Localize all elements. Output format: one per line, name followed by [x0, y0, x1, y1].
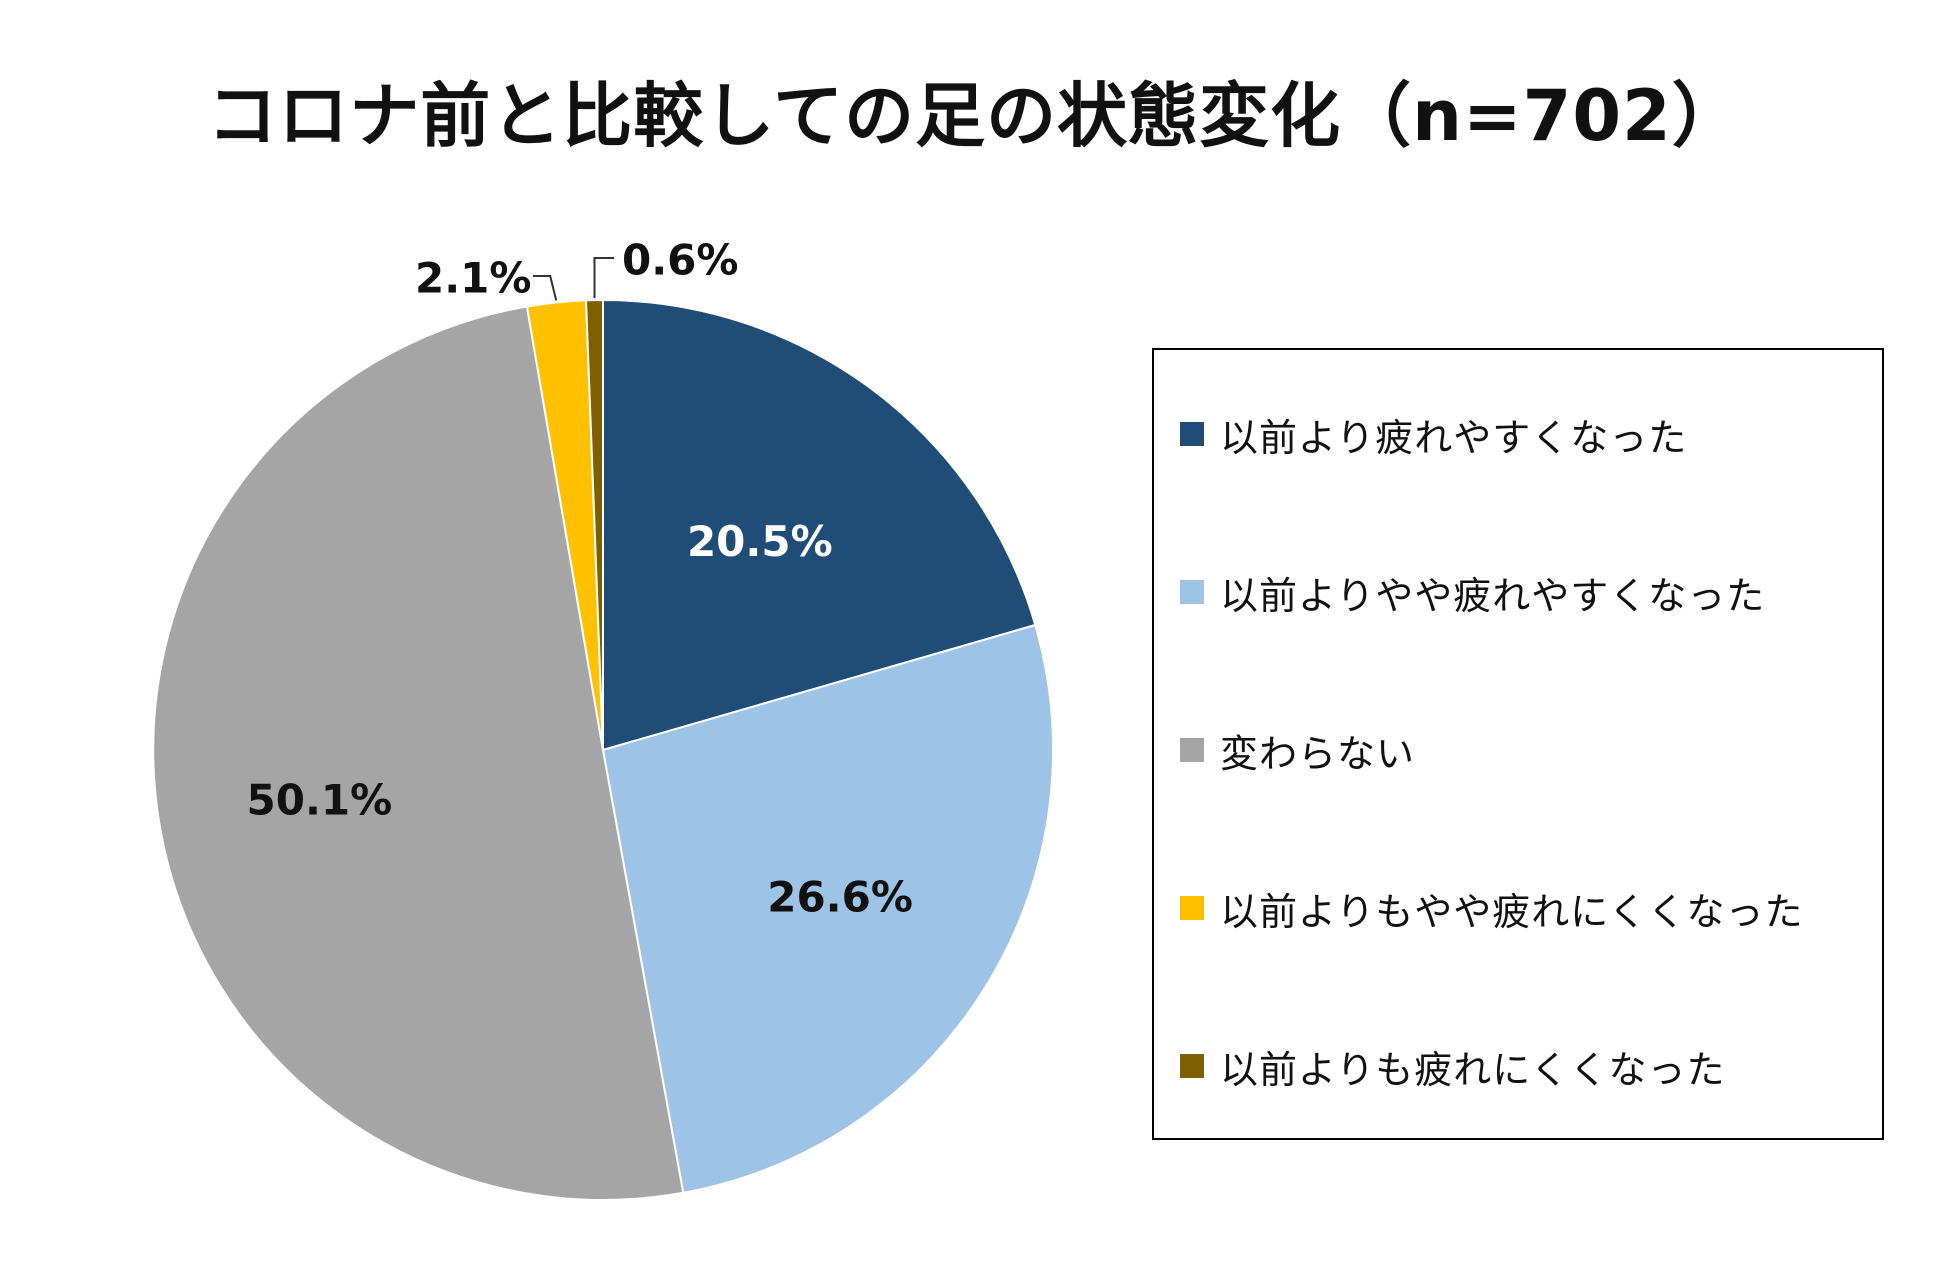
slice-data-label: 26.6% [767, 873, 913, 922]
slice-data-label: 0.6% [622, 236, 738, 285]
legend-item: 以前よりもやや疲れにくくなった [1180, 882, 1803, 934]
legend: 以前より疲れやすくなった 以前よりやや疲れやすくなった 変わらない 以前よりもや… [1152, 348, 1884, 1140]
slice-data-label: 2.1% [415, 254, 531, 303]
legend-label: 変わらない [1220, 731, 1416, 776]
slice-data-label: 20.5% [687, 517, 833, 566]
pie-slice [601, 623, 1054, 1194]
pie-slice [602, 298, 1037, 752]
legend-item: 以前よりやや疲れやすくなった [1180, 566, 1765, 618]
legend-label: 以前よりもやや疲れにくくなった [1220, 889, 1804, 934]
legend-item: 以前よりも疲れにくくなった [1180, 1040, 1725, 1092]
legend-item: 以前より疲れやすくなった [1180, 408, 1687, 460]
pie-slice [152, 305, 685, 1201]
pie-slice [584, 298, 604, 751]
leader-line [533, 275, 558, 301]
leader-line [593, 257, 614, 299]
slice-data-label: 50.1% [247, 776, 393, 825]
chart-title: コロナ前と比較しての足の状態変化（n=702） [207, 75, 1743, 157]
legend-swatch [1180, 1054, 1204, 1078]
legend-swatch [1180, 738, 1204, 762]
legend-item: 変わらない [1180, 724, 1415, 776]
legend-label: 以前よりやや疲れやすくなった [1220, 573, 1766, 618]
legend-swatch [1180, 422, 1204, 446]
legend-label: 以前より疲れやすくなった [1220, 415, 1688, 460]
legend-swatch [1180, 896, 1204, 920]
legend-swatch [1180, 580, 1204, 604]
legend-label: 以前よりも疲れにくくなった [1220, 1047, 1726, 1092]
